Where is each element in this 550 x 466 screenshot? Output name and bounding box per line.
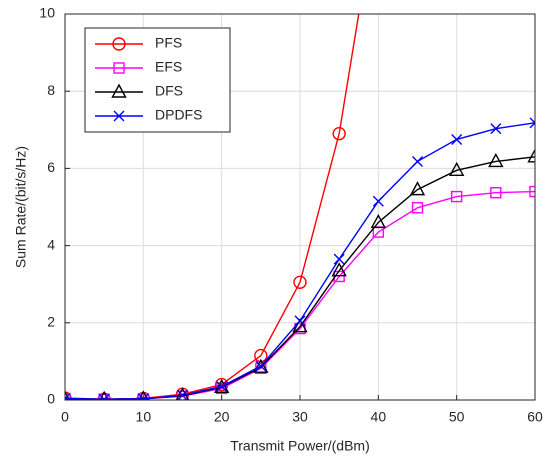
marker <box>253 358 269 373</box>
marker <box>448 161 465 177</box>
marker <box>411 202 424 214</box>
marker <box>409 181 426 196</box>
marker <box>138 390 149 400</box>
legend-label: DPDFS <box>155 107 202 123</box>
marker <box>255 360 267 372</box>
marker <box>370 213 387 229</box>
marker <box>111 83 127 98</box>
legend-box <box>84 27 231 133</box>
legend: PFS EFS DFS DPDFS <box>84 27 231 133</box>
ticks: 0 10 20 30 40 50 60 0 2 4 6 8 10 <box>39 5 543 425</box>
marker <box>112 37 126 51</box>
marker <box>65 392 71 400</box>
x-tick-label: 20 <box>214 409 230 425</box>
x-tick-label: 40 <box>371 409 387 425</box>
legend-label: PFS <box>155 35 182 51</box>
legend-label: EFS <box>155 59 182 75</box>
x-axis-label: Transmit Power/(dBm) <box>230 438 370 454</box>
marker <box>331 262 347 277</box>
marker <box>99 390 110 400</box>
marker <box>293 275 307 289</box>
x-tick-label: 30 <box>292 409 308 425</box>
marker <box>412 155 423 167</box>
marker <box>98 393 110 400</box>
marker <box>529 117 535 129</box>
marker <box>488 152 504 168</box>
marker <box>490 187 502 199</box>
marker <box>490 123 502 135</box>
marker <box>294 315 306 327</box>
marker <box>113 110 125 122</box>
x-tick-label: 0 <box>61 409 69 425</box>
y-tick-label: 8 <box>47 82 55 98</box>
y-tick-label: 0 <box>47 391 55 407</box>
marker <box>529 185 535 198</box>
marker <box>333 253 345 265</box>
marker <box>450 190 463 203</box>
x-tick-label: 10 <box>136 409 152 425</box>
marker <box>451 133 463 145</box>
marker <box>332 126 346 141</box>
y-tick-label: 10 <box>39 5 55 21</box>
marker <box>113 62 125 74</box>
marker <box>213 378 230 393</box>
marker <box>527 148 535 163</box>
marker <box>372 195 384 207</box>
marker <box>216 380 228 392</box>
x-tick-label: 50 <box>449 409 465 425</box>
y-tick-label: 2 <box>47 314 55 330</box>
x-tick-label: 60 <box>527 409 543 425</box>
legend-label: DFS <box>155 83 183 99</box>
marker <box>177 389 188 400</box>
y-axis-label: Sum Rate/(bit/s/Hz) <box>13 146 29 268</box>
y-tick-label: 6 <box>47 159 55 175</box>
y-tick-label: 4 <box>47 236 55 252</box>
